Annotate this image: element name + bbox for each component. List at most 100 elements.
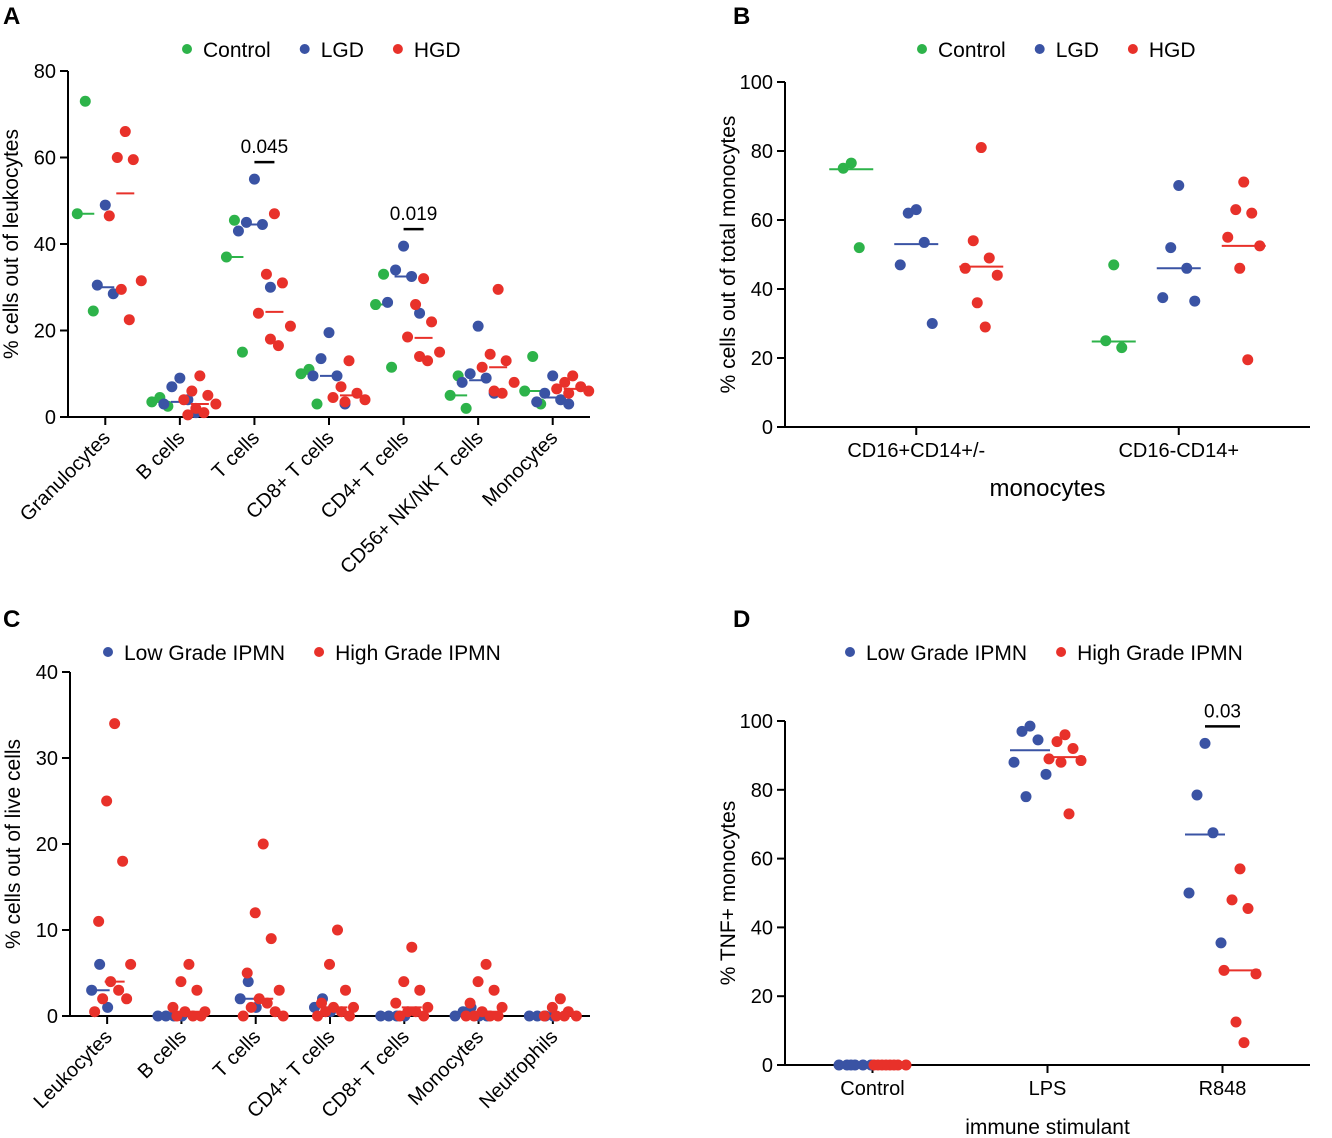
data-point <box>426 316 438 328</box>
data-point <box>228 214 240 226</box>
data-point <box>410 299 422 311</box>
panel-label: C <box>3 606 20 633</box>
panel-label: A <box>3 3 20 30</box>
data-point <box>971 297 983 309</box>
data-point <box>276 277 288 289</box>
data-point <box>845 157 857 169</box>
data-point <box>853 242 865 254</box>
y-tick-label: 20 <box>34 321 56 343</box>
legend-label: Low Grade IPMN <box>124 642 285 665</box>
x-axis-label: immune stimulant <box>965 1116 1130 1138</box>
y-tick-label: 0 <box>762 417 773 439</box>
x-tick-label: Granulocytes <box>16 427 115 526</box>
x-axis-label: monocytes <box>989 475 1105 502</box>
legend-marker <box>392 44 403 54</box>
data-point <box>1207 827 1219 839</box>
data-point <box>339 396 351 408</box>
y-axis-label: % cells out of leukocytes <box>0 129 23 359</box>
data-point <box>264 281 276 293</box>
data-point <box>101 795 113 807</box>
data-point <box>1246 207 1258 219</box>
data-point <box>327 392 339 404</box>
panel-label: D <box>733 606 750 633</box>
data-point <box>480 372 492 384</box>
data-point <box>248 173 260 185</box>
data-point <box>414 307 426 319</box>
data-point <box>237 1010 249 1022</box>
data-point <box>312 1010 323 1022</box>
data-point <box>468 1010 480 1022</box>
data-point <box>375 1010 387 1022</box>
data-point <box>344 1010 355 1022</box>
data-point <box>265 933 277 945</box>
data-point <box>127 154 139 166</box>
data-point <box>97 993 109 1005</box>
panel-label: B <box>733 3 750 30</box>
data-point <box>171 1010 183 1022</box>
y-tick-label: 60 <box>751 849 773 871</box>
data-point <box>315 353 327 365</box>
data-point <box>398 976 410 988</box>
data-point <box>119 126 131 138</box>
data-point <box>307 370 319 382</box>
x-tick-label: Monocytes <box>478 427 562 511</box>
data-point <box>284 320 296 332</box>
legend-label: LGD <box>321 39 364 62</box>
data-point <box>277 1010 289 1022</box>
data-point <box>79 95 91 107</box>
data-point <box>523 1010 535 1022</box>
data-point <box>1238 1037 1250 1049</box>
x-tick-label: Control <box>840 1078 904 1100</box>
data-point <box>158 398 170 410</box>
data-point <box>135 275 147 287</box>
data-point <box>979 321 991 333</box>
data-point <box>464 997 476 1009</box>
y-tick-label: 20 <box>751 986 773 1008</box>
data-point <box>260 268 272 280</box>
data-point <box>456 376 468 388</box>
data-point <box>311 398 323 410</box>
y-axis-label: % cells out of live cells <box>2 739 25 949</box>
data-point <box>472 320 484 332</box>
data-point <box>93 915 105 927</box>
x-tick-label: B cells <box>134 1026 191 1083</box>
data-point <box>484 348 496 360</box>
data-point <box>1242 902 1254 914</box>
data-point <box>241 967 253 979</box>
data-point <box>1230 1016 1242 1028</box>
data-point <box>1189 295 1201 307</box>
data-point <box>926 318 938 329</box>
data-point <box>264 333 276 345</box>
data-point <box>359 394 371 406</box>
data-point <box>975 142 987 154</box>
data-point <box>418 1010 430 1022</box>
data-point <box>1059 729 1071 741</box>
data-point <box>1108 259 1120 271</box>
legend-label: Low Grade IPMN <box>866 642 1027 665</box>
data-point <box>1067 743 1079 755</box>
data-point <box>249 907 261 919</box>
data-point <box>527 350 539 362</box>
y-tick-label: 30 <box>36 748 58 770</box>
legend-marker <box>917 44 927 54</box>
data-point <box>406 941 418 953</box>
y-tick-label: 100 <box>740 72 773 94</box>
data-point <box>1238 176 1250 188</box>
x-tick-label: R848 <box>1199 1078 1247 1100</box>
data-point <box>102 1001 114 1013</box>
legend-marker <box>1056 647 1067 657</box>
data-point <box>390 997 402 1009</box>
data-point <box>959 262 971 274</box>
data-point <box>1234 262 1246 274</box>
data-point <box>1191 789 1203 801</box>
data-point <box>551 383 563 395</box>
data-point <box>1230 204 1242 216</box>
data-point <box>531 396 543 408</box>
data-point <box>257 838 269 850</box>
data-point <box>99 199 111 211</box>
p-value: 0.045 <box>241 137 289 158</box>
data-point <box>111 152 123 163</box>
data-point <box>1199 737 1211 749</box>
data-point <box>1016 725 1028 737</box>
y-tick-label: 10 <box>36 920 58 942</box>
